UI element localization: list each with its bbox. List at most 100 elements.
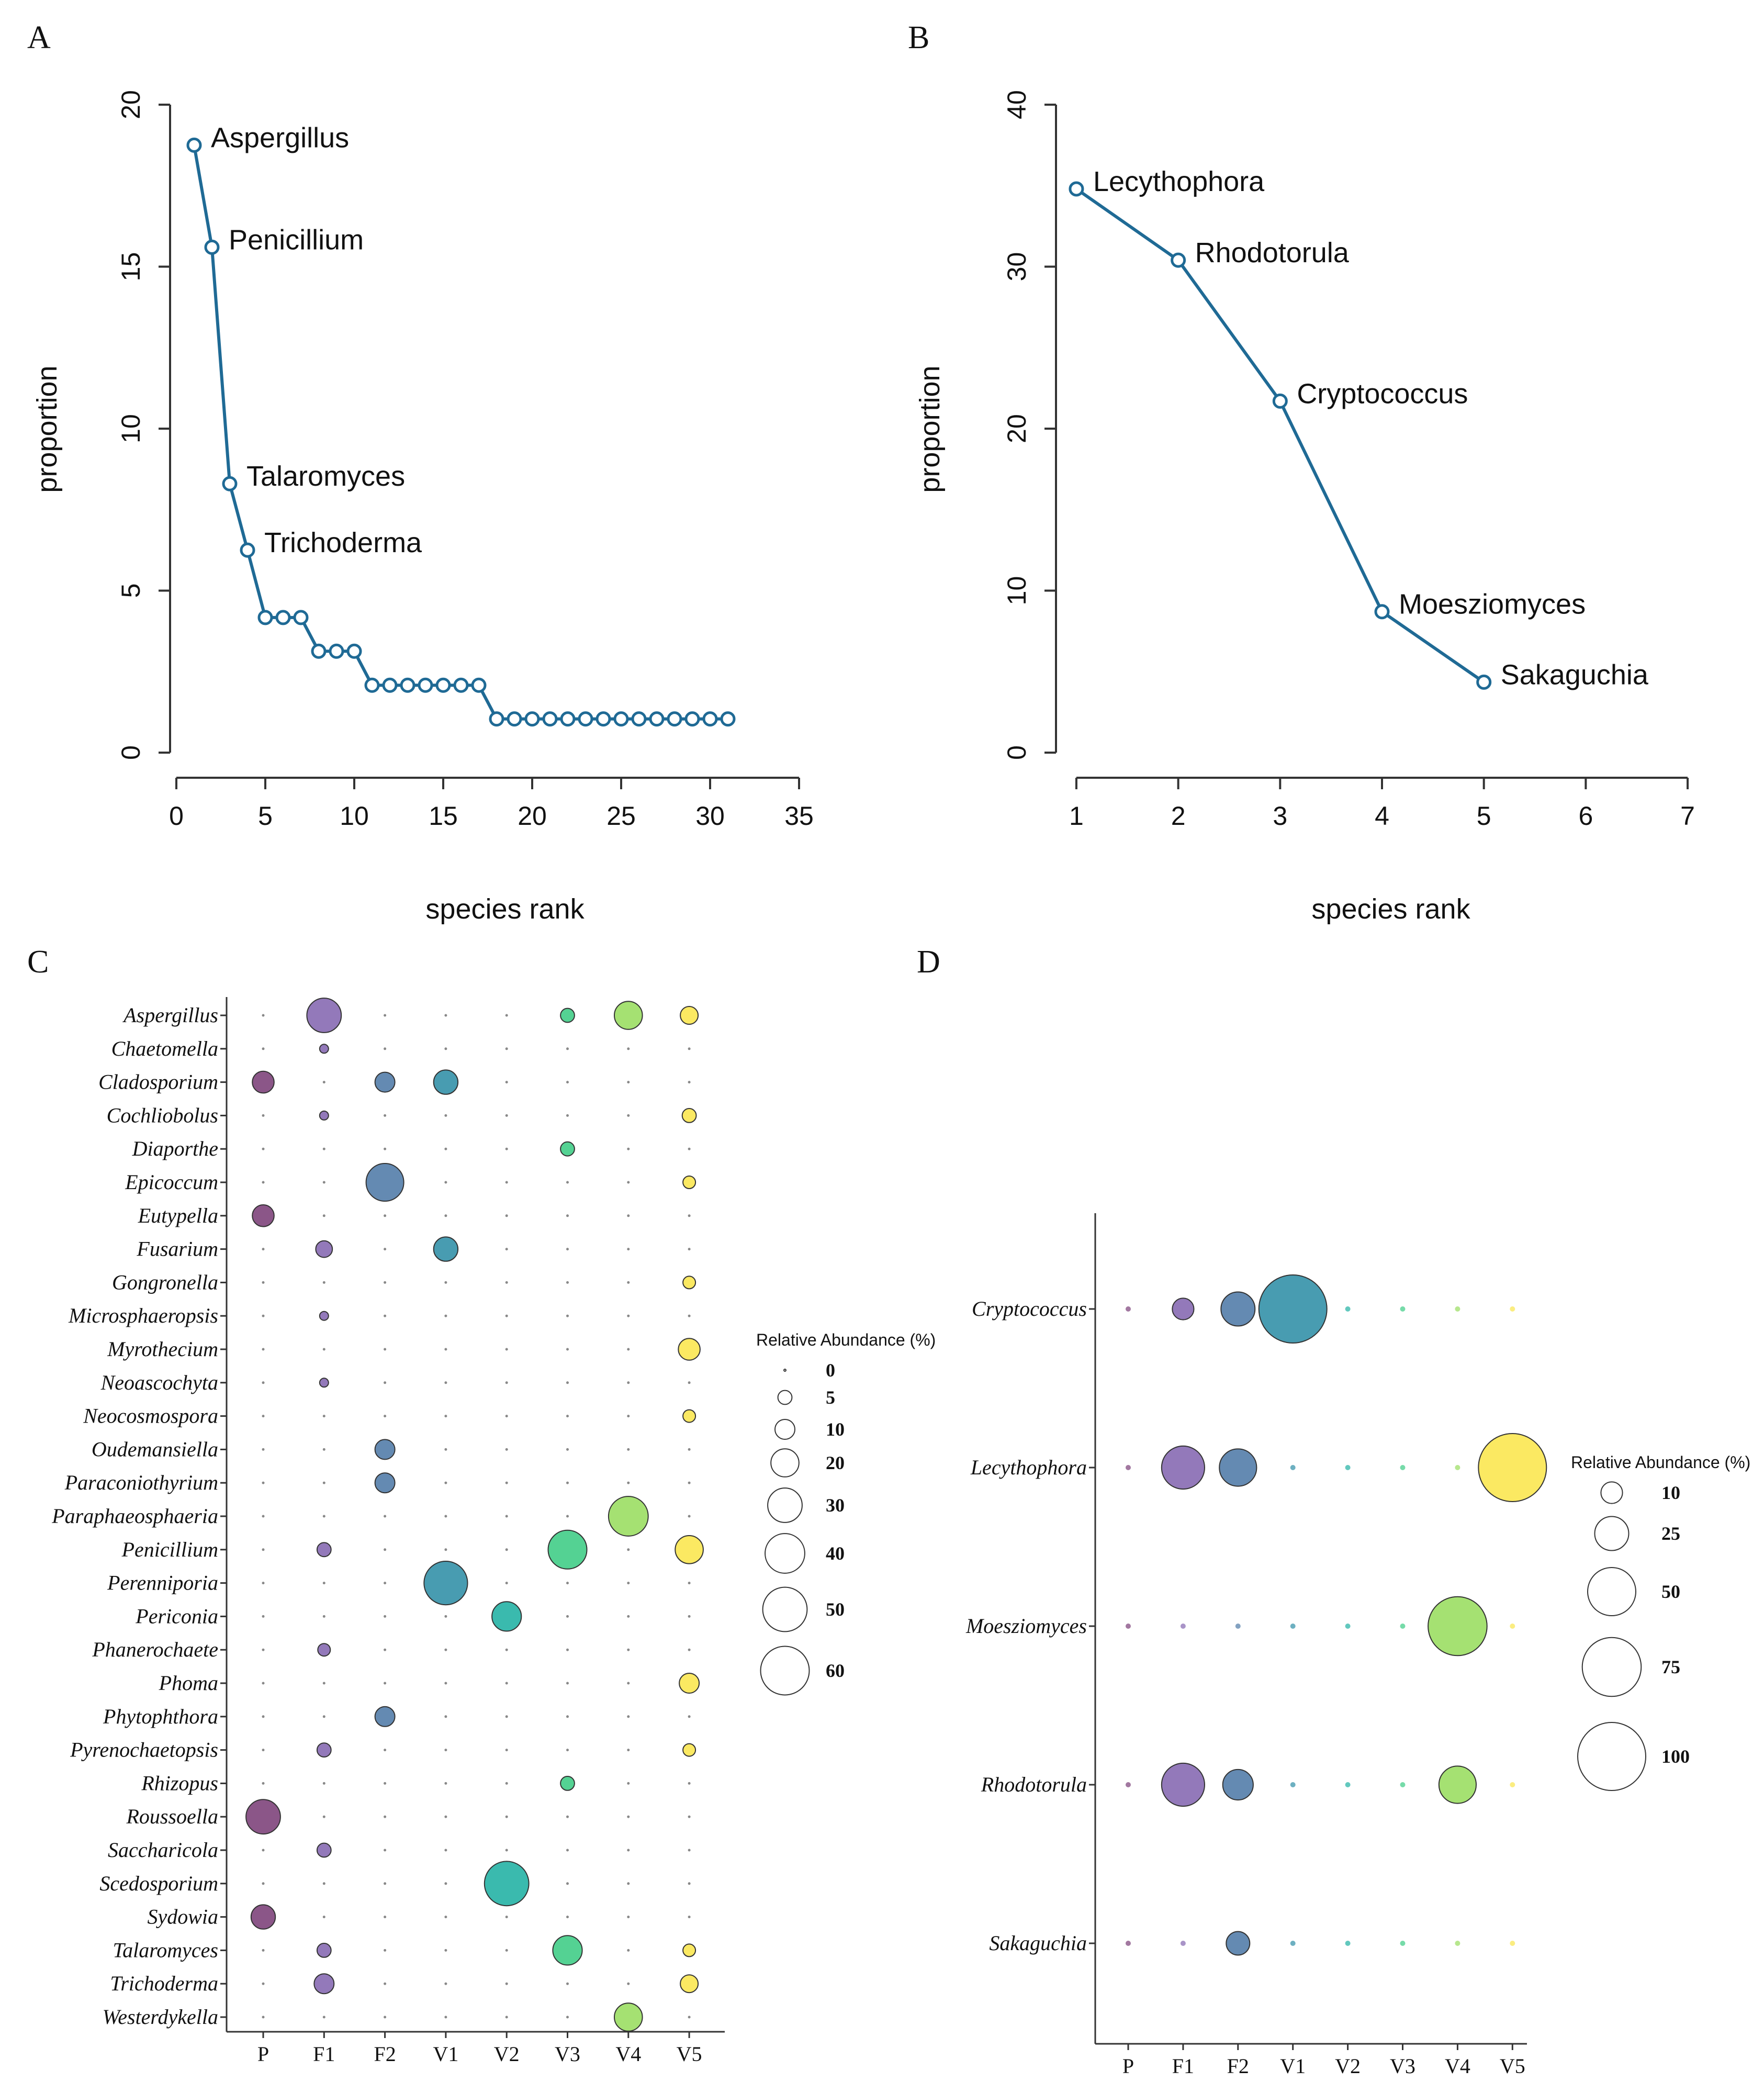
panelC-bubble [384,1281,387,1284]
panelC-sample-label: P [257,2042,269,2066]
panelD-genus-label: Sakaguchia [989,1931,1087,1955]
panelC-bubble [688,1615,691,1618]
panelA-x-tick-label: 5 [258,801,273,831]
panelD-bubble [1222,1769,1254,1801]
panelC-bubble [374,1071,396,1093]
panelB-x-tick-label: 5 [1477,801,1491,831]
panelC-sample-label: F1 [313,2042,335,2066]
panelC-genus-label: Cochliobolus [107,1103,218,1127]
panelB-x-tick-label: 7 [1680,801,1695,831]
panelC-bubble [505,1314,508,1317]
panelC-bubble [374,1472,396,1494]
panelC-bubble [627,1749,630,1752]
panelC-bubble [627,1281,630,1284]
panelC-bubble [444,1314,447,1317]
panelD-legend-value: 50 [1661,1581,1680,1602]
panelC-bubble [505,1014,508,1017]
panelC-genus-label: Myrothecium [107,1337,218,1361]
panelB-data-point [1272,393,1288,409]
panelC-bubble [444,1481,447,1484]
panelC-bubble [384,1348,387,1351]
panelC-bubble [322,2016,325,2019]
panelB-y-tick-label: 10 [1002,576,1031,606]
panelC-genus-label: Cladosporium [98,1070,218,1094]
panelC-bubble [627,1882,630,1885]
panelD-genus-label: Rhodotorula [981,1773,1087,1796]
panelC-bubble [316,1842,332,1858]
panelD-legend-circle [1581,1637,1642,1697]
panelA-data-point [186,137,202,153]
panelC-bubble [319,1044,329,1054]
panelC-bubble [444,1448,447,1451]
panelC-bubble [484,1861,530,1907]
panelC-bubble [262,1147,265,1150]
panelC-bubble [505,1949,508,1952]
panelA-x-tick-label: 15 [429,801,458,831]
panelC-bubble [627,1849,630,1852]
panelB-y-tick-label: 40 [1002,90,1031,119]
panelD-legend-value: 75 [1661,1657,1680,1677]
panelC-bubble [505,1481,508,1484]
panel-d-legend-title: Relative Abundance (%) [1571,1453,1750,1472]
panelA-x-tick-label: 35 [784,801,814,831]
panelC-bubble [627,1815,630,1818]
panelD-bubble [1161,1762,1205,1807]
panelC-genus-label: Penicillium [121,1538,218,1561]
panelC-bubble [566,1348,569,1351]
panelB-point-label: Sakaguchia [1501,659,1649,690]
panelC-bubble [384,1882,387,1885]
panelD-bubble [1455,1306,1460,1312]
panelC-bubble [252,1204,275,1227]
panelA-point-label: Trichoderma [264,527,422,558]
panelC-bubble [262,1615,265,1618]
panelC-sample-label: V2 [494,2042,520,2066]
panelC-genus-label: Talaromyces [113,1938,218,1962]
panelC-bubble [688,1849,691,1852]
panelC-bubble [262,1014,265,1017]
panelC-bubble [444,1782,447,1785]
panelD-genus-label: Moesziomyces [965,1614,1087,1638]
panelC-bubble [384,1014,387,1017]
panelC-sample-label: V5 [677,2042,702,2066]
panelD-legend-value: 10 [1661,1482,1680,1503]
panelD-bubble [1219,1448,1257,1487]
panelC-bubble [384,1849,387,1852]
panelC-bubble [566,1982,569,1985]
panel-c-legend-title: Relative Abundance (%) [756,1330,936,1349]
panelC-bubble [627,1782,630,1785]
panelC-bubble [444,1882,447,1885]
panelC-bubble [384,1248,387,1251]
panelC-genus-label: Neocosmospora [83,1404,218,1428]
panelC-bubble [322,1181,325,1184]
panelC-bubble [566,1815,569,1818]
panelC-bubble [319,1311,329,1321]
panelC-bubble [384,1548,387,1551]
panelA-y-tick-label: 0 [116,745,145,760]
panelC-legend-circle [765,1533,805,1574]
panelC-bubble [566,1448,569,1451]
panelC-bubble [262,1381,265,1384]
panelA-y-tick-label: 10 [116,414,145,443]
panelA-x-tick-label: 25 [606,801,636,831]
panelC-bubble [384,1147,387,1150]
panelD-sample-label: V3 [1390,2054,1415,2078]
panel-a-x-axis-title: species rank [425,893,585,925]
panelC-bubble [505,1381,508,1384]
panelC-legend-circle [774,1419,795,1440]
panelC-bubble [384,1582,387,1585]
panelB-data-point [1171,252,1186,268]
panelC-genus-label: Diaporthe [132,1137,218,1160]
panelC-bubble [262,1047,265,1050]
panelC-bubble [627,1582,630,1585]
panelC-genus-label: Chaetomella [111,1037,218,1060]
panelC-genus-label: Westerdykella [103,2005,218,2029]
panelC-bubble [444,1381,447,1384]
panelC-bubble [444,1047,447,1050]
panelB-x-tick-label: 4 [1375,801,1389,831]
panelC-bubble [262,1448,265,1451]
panelA-x-tick-label: 30 [695,801,725,831]
panelD-bubble [1345,1941,1351,1946]
panelC-bubble [384,1749,387,1752]
panelC-bubble [682,1275,696,1290]
